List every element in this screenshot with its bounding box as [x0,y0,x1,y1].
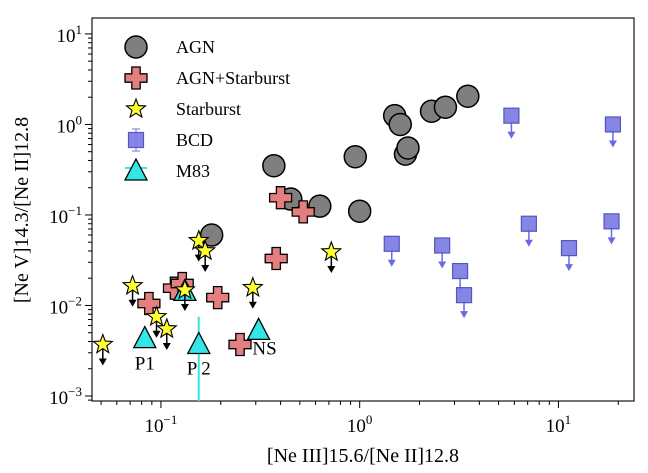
starburst-point [155,317,178,339]
series-agn [199,84,480,247]
y-axis-label: [Ne V]14.3/[Ne II]12.8 [11,117,33,303]
legend-label: BCD [176,130,213,150]
legend-entry: M83 [123,157,210,181]
bcd-upper-limit-arrow-head [387,259,396,267]
starburst-upper-limit-arrow-head [201,264,210,272]
y-tick-label: 100 [57,112,83,137]
bcd-upper-limit-arrow-head [607,237,616,245]
series-bcd [383,107,622,319]
bcd-point [383,235,400,252]
bcd-upper-limit-arrow-head [564,264,573,272]
bcd-point [520,215,537,232]
legend-label: M83 [176,161,210,181]
starburst-point [121,274,144,296]
agn-starburst-point [228,332,252,357]
agn-point [262,153,286,178]
m83-point [123,157,149,181]
starburst-upper-limit-arrow-head [162,342,171,350]
starburst-point [187,229,210,251]
bcd-upper-limit-arrow-head [507,131,516,139]
data-marks [91,84,622,401]
axis-ticks: 10−1 100 101 10−3 10−2 10−1 100 101 [49,22,619,437]
bcd-upper-limit-arrow-head [460,311,469,319]
bcd-point [434,237,451,254]
m83-point [132,325,157,349]
bcd-upper-limit-arrow-head [608,140,617,148]
starburst-point [173,278,196,300]
legend-entry: AGN+Starburst [124,66,290,90]
legend-entry: BCD [127,128,213,152]
bcd-point [127,131,145,149]
agn-starburst-point [264,246,288,271]
starburst-upper-limit-arrow-head [327,265,336,273]
agn-starburst-point [206,285,230,310]
bcd-point [603,213,620,230]
bcd-upper-limit-arrow-head [438,261,447,269]
series-starburst [91,229,343,366]
agn-point [347,199,372,223]
agn-starburst-point [268,186,293,210]
starburst-point [145,305,168,327]
legend-label: AGN [176,37,215,57]
starburst-point [91,332,114,354]
starburst-upper-limit-arrow-head [98,358,107,366]
bcd-upper-limit-arrow-head [524,239,533,247]
y-tick-label: 10−1 [49,203,82,228]
bcd-point [451,262,469,280]
agn-point [456,84,480,108]
y-tick-label: 101 [57,22,83,47]
legend-entry: Starburst [125,97,241,119]
agn-starburst-point [124,66,148,90]
m83-point [186,331,211,355]
starburst-point [194,239,217,261]
annotations: P1 P 2 NS [135,338,277,379]
starburst-upper-limit-arrow-head [128,299,137,307]
starburst-upper-limit-arrow-head [248,301,257,309]
x-axis-label: [Ne III]15.6/[Ne II]12.8 [267,445,459,467]
bcd-point [503,107,520,124]
x-tick-label: 100 [347,412,373,437]
legend-entry: AGN [124,35,215,59]
m83-label: P 2 [187,359,211,380]
legend-label: Starburst [176,99,241,119]
m83-point [246,316,271,341]
legend-label: AGN+Starburst [176,68,290,88]
starburst-upper-limit-arrow-head [180,304,189,312]
starburst-point [125,97,147,119]
starburst-point [320,240,343,262]
starburst-point [241,276,264,298]
agn-point [388,112,412,137]
bcd-point [455,287,473,304]
legend: AGN AGN+Starburst Starburst BCD M83 [123,35,290,181]
y-tick-label: 10−3 [49,384,82,409]
agn-starburst-point [291,200,315,224]
starburst-upper-limit-arrow-head [152,330,161,338]
agn-point [124,35,148,59]
x-tick-label: 10−1 [145,412,178,437]
y-tick-label: 10−2 [49,293,82,318]
bcd-point [560,240,578,257]
bcd-point [604,116,622,133]
agn-point [433,95,458,119]
agn-point [343,144,368,169]
agn-point [396,136,420,160]
plot-frame [91,17,635,402]
m83-label: P1 [135,354,155,375]
m83-label: NS [252,338,276,359]
x-tick-label: 101 [546,412,572,437]
